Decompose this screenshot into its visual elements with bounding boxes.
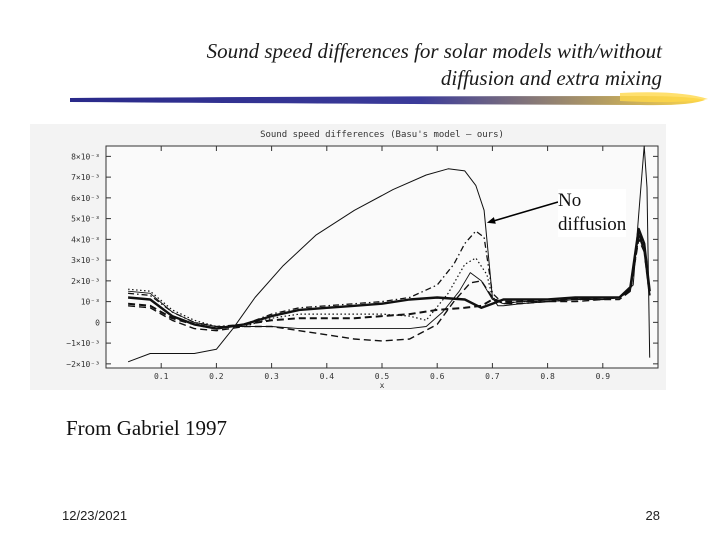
- y-tick-label: 8×10⁻³: [71, 152, 100, 161]
- series-line-model-e: Model E: [128, 238, 651, 342]
- annotation-no-diffusion: No diffusion: [558, 189, 627, 237]
- slide-date: 12/23/2021: [62, 508, 128, 523]
- x-axis-label: x: [380, 381, 385, 390]
- y-tick-label: 10⁻³: [81, 298, 100, 307]
- series-line-model-c: Model C: [128, 230, 651, 328]
- chart-figure: Sound speed differences (Basu's model – …: [30, 124, 666, 390]
- annotation-line-1: No: [558, 190, 582, 211]
- annotation-arrow-line: [490, 201, 559, 223]
- x-tick-label: 0.6: [430, 372, 445, 381]
- x-tick-label: 0.8: [540, 372, 555, 381]
- x-tick-label: 0.4: [320, 372, 335, 381]
- plot-frame: [105, 145, 659, 369]
- slide-title-line-1: Sound speed differences for solar models…: [206, 39, 662, 63]
- chart-title: Sound speed differences (Basu's model – …: [260, 130, 504, 140]
- y-tick-label: 2×10⁻³: [71, 277, 100, 286]
- y-tick-label: 4×10⁻³: [71, 235, 100, 244]
- slide-title-line-2: diffusion and extra mixing: [440, 66, 662, 90]
- annotation-line-2: diffusion: [558, 214, 627, 235]
- annotation-arrow-head: [486, 217, 496, 224]
- y-tick-label: 5×10⁻³: [71, 215, 100, 224]
- sound-speed-chart: Sound speed differences (Basu's model – …: [66, 130, 659, 390]
- x-tick-label: 0.7: [485, 372, 500, 381]
- y-tick-label: 6×10⁻³: [71, 194, 100, 203]
- x-tick-label: 0.1: [154, 372, 169, 381]
- y-tick-label: −1×10⁻³: [66, 339, 100, 348]
- x-tick-label: 0.2: [209, 372, 224, 381]
- y-tick-label: 0: [95, 318, 100, 327]
- x-tick-label: 0.5: [375, 372, 390, 381]
- series-line-model-f: Model F: [128, 234, 651, 330]
- y-tick-label: −2×10⁻³: [66, 360, 100, 369]
- y-tick-label: 3×10⁻³: [71, 256, 100, 265]
- slide-title: Sound speed differences for solar models…: [110, 38, 662, 92]
- figure-caption: From Gabriel 1997: [66, 416, 227, 440]
- x-tick-label: 0.9: [596, 372, 611, 381]
- slide-page-number: 28: [645, 508, 660, 523]
- x-tick-label: 0.3: [264, 372, 279, 381]
- y-tick-label: 7×10⁻³: [71, 173, 100, 182]
- title-underline-swoosh: [70, 92, 708, 106]
